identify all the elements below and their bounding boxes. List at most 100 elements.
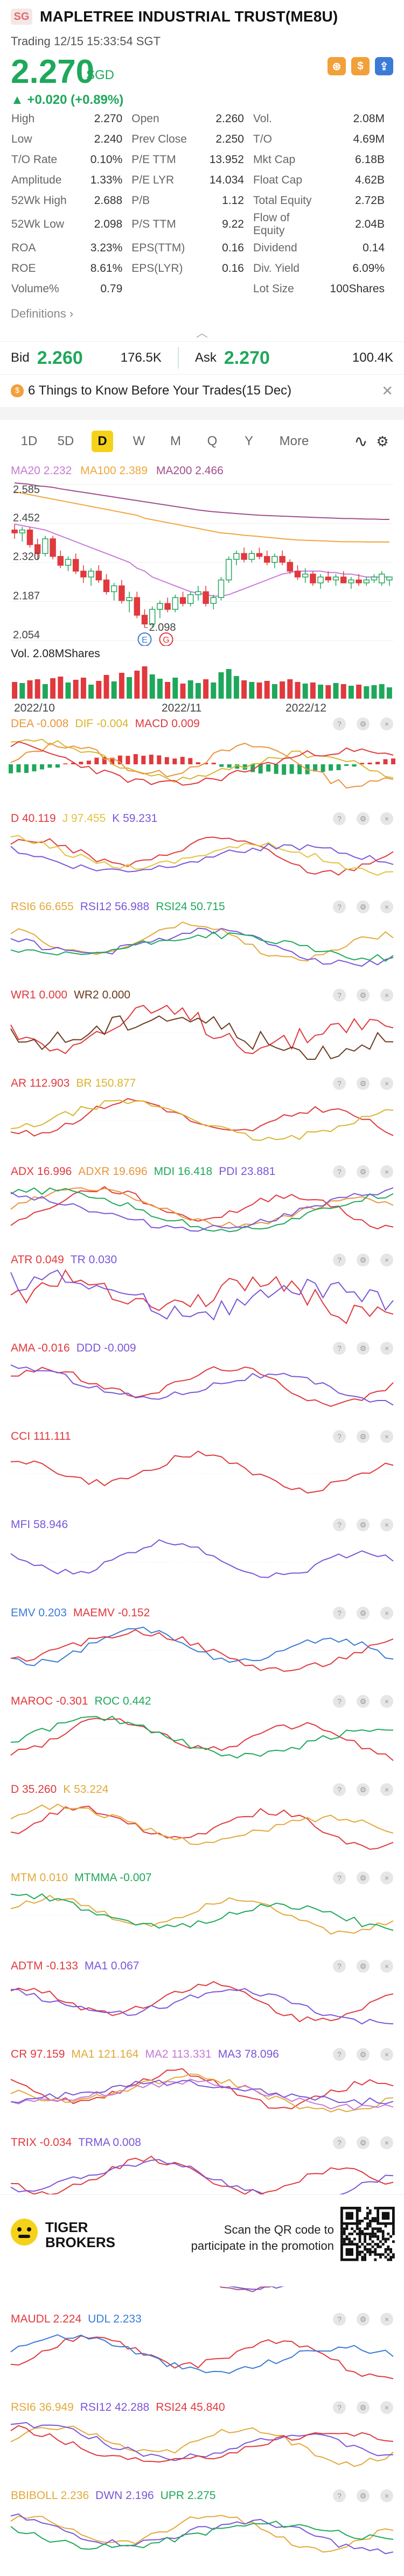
settings-icon[interactable]: ⚙ <box>357 1607 370 1620</box>
close-icon[interactable]: × <box>380 1342 393 1355</box>
close-icon[interactable]: × <box>380 1077 393 1090</box>
close-icon[interactable]: × <box>380 1165 393 1178</box>
tab-w[interactable]: W <box>133 434 145 448</box>
chart-type-icon[interactable]: ∿ <box>354 432 368 451</box>
help-icon[interactable]: ? <box>333 1342 346 1355</box>
settings-icon[interactable]: ⚙ <box>357 1430 370 1443</box>
help-icon[interactable]: ? <box>333 717 346 730</box>
tab-1d[interactable]: 1D <box>20 434 38 448</box>
share-icon[interactable]: ⇪ <box>375 57 393 75</box>
settings-icon[interactable]: ⚙ <box>357 2489 370 2502</box>
close-icon[interactable]: × <box>380 1518 393 1531</box>
tab-m[interactable]: M <box>170 434 181 448</box>
alert-icon[interactable]: ⊛ <box>328 57 346 75</box>
close-icon[interactable]: × <box>380 717 393 730</box>
indicator-emv[interactable]: EMV 0.203 MAEMV -0.152? ⚙ × <box>0 1605 404 1693</box>
indicator-kd[interactable]: D 35.260 K 53.224? ⚙ × <box>0 1782 404 1870</box>
settings-icon[interactable]: ⚙ <box>357 2313 370 2326</box>
indicator-rsi[interactable]: RSI6 66.655 RSI12 56.988 RSI24 50.715? ⚙ × <box>0 899 404 987</box>
help-icon[interactable]: ? <box>333 989 346 1002</box>
help-icon[interactable]: ? <box>333 1254 346 1266</box>
indicator-ama[interactable]: AMA -0.016 DDD -0.009? ⚙ × <box>0 1340 404 1428</box>
indicator-dmi[interactable]: ADX 16.996 ADXR 19.696 MDI 16.418 PDI 23.88… <box>0 1164 404 1252</box>
help-icon[interactable]: ? <box>333 1077 346 1090</box>
indicator-atr[interactable]: ATR 0.049 TR 0.030? ⚙ × <box>0 1252 404 1340</box>
settings-icon[interactable]: ⚙ <box>357 1695 370 1708</box>
indicator-marc[interactable]: MAROC -0.301 ROC 0.442? ⚙ × <box>0 1693 404 1782</box>
settings-icon[interactable]: ⚙ <box>357 1077 370 1090</box>
indicator-kdj[interactable]: D 40.119 J 97.455 K 59.231? ⚙ × <box>0 811 404 899</box>
settings-icon[interactable]: ⚙ <box>357 1783 370 1796</box>
close-icon[interactable]: ✕ <box>381 382 393 399</box>
close-icon[interactable]: × <box>380 2048 393 2061</box>
chevron-up-icon[interactable]: ︿ <box>196 326 208 340</box>
indicator-rsi2[interactable]: RSI6 36.949 RSI12 42.288 RSI24 45.840? ⚙ × <box>0 2399 404 2488</box>
indicator-cr[interactable]: CR 97.159 MA1 121.164 MA2 113.331 MA3 78.09… <box>0 2046 404 2135</box>
settings-icon[interactable]: ⚙ <box>357 2401 370 2414</box>
settings-icon[interactable]: ⚙ <box>357 900 370 913</box>
close-icon[interactable]: × <box>380 1871 393 1884</box>
close-icon[interactable]: × <box>380 1607 393 1620</box>
close-icon[interactable]: × <box>380 989 393 1002</box>
indicator-wr[interactable]: WR1 0.000 WR2 0.000? ⚙ × <box>0 987 404 1075</box>
close-icon[interactable]: × <box>380 1695 393 1708</box>
close-icon[interactable]: × <box>380 2401 393 2414</box>
close-icon[interactable]: × <box>380 1430 393 1443</box>
help-icon[interactable]: ? <box>333 2048 346 2061</box>
tab-y[interactable]: Y <box>244 434 253 448</box>
qr-code-icon[interactable] <box>339 2206 395 2262</box>
settings-icon[interactable]: ⚙ <box>357 1254 370 1266</box>
settings-icon[interactable]: ⚙ <box>357 1518 370 1531</box>
help-icon[interactable]: ? <box>333 1430 346 1443</box>
settings-icon[interactable]: ⚙ <box>357 1342 370 1355</box>
settings-icon[interactable]: ⚙ <box>357 1960 370 1973</box>
help-icon[interactable]: ? <box>333 1960 346 1973</box>
help-icon[interactable]: ? <box>333 1165 346 1178</box>
indicator-cci[interactable]: CCI 111.111? ⚙ × <box>0 1428 404 1517</box>
close-icon[interactable]: × <box>380 1960 393 1973</box>
help-icon[interactable]: ? <box>333 2136 346 2149</box>
tab-more[interactable]: More <box>279 434 309 448</box>
settings-icon[interactable]: ⚙ <box>357 1871 370 1884</box>
close-icon[interactable]: × <box>380 1254 393 1266</box>
indicator-mfi[interactable]: MFI 58.946? ⚙ × <box>0 1517 404 1605</box>
indicator-boll[interactable]: BBIBOLL 2.236 DWN 2.196 UPR 2.275? ⚙ × <box>0 2488 404 2576</box>
indicator-arbr[interactable]: AR 112.903 BR 150.877? ⚙ × <box>0 1075 404 1164</box>
settings-icon[interactable]: ⚙ <box>357 1165 370 1178</box>
settings-icon[interactable]: ⚙ <box>357 989 370 1002</box>
news-banner[interactable]: $ 6 Things to Know Before Your Trades(15… <box>0 375 404 407</box>
settings-icon[interactable]: ⚙ <box>357 717 370 730</box>
tab-5d[interactable]: 5D <box>57 434 74 448</box>
tab-d[interactable]: D <box>92 431 113 452</box>
settings-icon[interactable]: ⚙ <box>357 812 370 825</box>
help-icon[interactable]: ? <box>333 1518 346 1531</box>
close-icon[interactable]: × <box>380 812 393 825</box>
help-icon[interactable]: ? <box>333 2489 346 2502</box>
indicator-maudl[interactable]: MAUDL 2.224 UDL 2.233? ⚙ × <box>0 2311 404 2399</box>
close-icon[interactable]: × <box>380 900 393 913</box>
close-icon[interactable]: × <box>380 2489 393 2502</box>
help-icon[interactable]: ? <box>333 1695 346 1708</box>
settings-icon[interactable]: ⚙ <box>376 433 389 449</box>
close-icon[interactable]: × <box>380 2313 393 2326</box>
event-badge-g[interactable]: G <box>159 632 173 646</box>
help-icon[interactable]: ? <box>333 812 346 825</box>
tab-q[interactable]: Q <box>207 434 218 448</box>
help-icon[interactable]: ? <box>333 2401 346 2414</box>
indicator-mtm[interactable]: MTM 0.010 MTMMA -0.007? ⚙ × <box>0 1870 404 1958</box>
help-icon[interactable]: ? <box>333 900 346 913</box>
settings-icon[interactable]: ⚙ <box>357 2048 370 2061</box>
indicator-macd[interactable]: DEA -0.008 DIF -0.004 MACD 0.009? ⚙ × <box>0 716 404 811</box>
help-icon[interactable]: ? <box>333 1871 346 1884</box>
volume-chart[interactable] <box>0 662 404 700</box>
help-icon[interactable]: ? <box>333 1783 346 1796</box>
event-badge-e[interactable]: E <box>137 632 152 646</box>
close-icon[interactable]: × <box>380 2136 393 2149</box>
settings-icon[interactable]: ⚙ <box>357 2136 370 2149</box>
help-icon[interactable]: ? <box>333 2313 346 2326</box>
definitions-link[interactable]: Definitions › <box>0 299 404 328</box>
trade-icon[interactable]: $ <box>351 57 370 75</box>
help-icon[interactable]: ? <box>333 1607 346 1620</box>
close-icon[interactable]: × <box>380 1783 393 1796</box>
